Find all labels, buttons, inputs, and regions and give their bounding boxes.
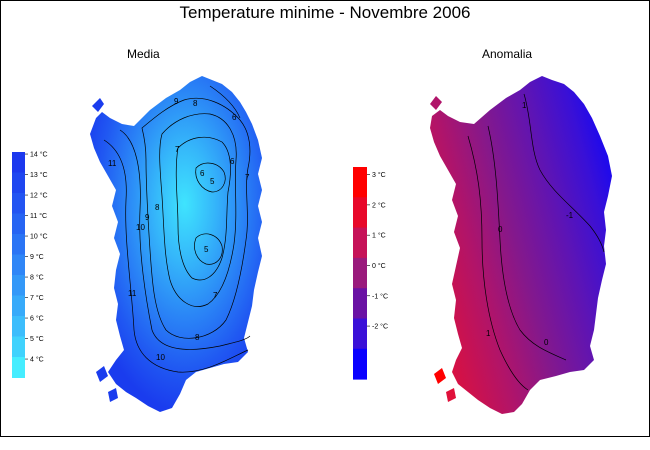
media-contour-label: 8 xyxy=(195,333,200,342)
media-contour-label: 9 xyxy=(145,213,150,222)
anomalia-map xyxy=(430,76,612,414)
legend-label: 5 °C xyxy=(30,335,44,343)
legend-swatch xyxy=(12,193,25,214)
legend-swatch xyxy=(12,357,25,378)
legend-swatch xyxy=(12,173,25,194)
media-contour-label: 10 xyxy=(136,223,145,232)
anomalia-contour-label: 1 xyxy=(486,329,491,338)
media-contour-label: 10 xyxy=(156,353,165,362)
legend-swatch xyxy=(12,275,25,296)
media-map xyxy=(90,76,262,412)
legend-swatch xyxy=(12,214,25,235)
legend-swatch xyxy=(12,152,25,173)
anomalia-west-islet xyxy=(446,388,456,402)
media-contour-label: 11 xyxy=(108,159,117,168)
media-contour-label: 7 xyxy=(213,291,218,300)
media-southwest-islet xyxy=(96,366,108,382)
map-canvas: 9 8 7 6 5 6 7 6 5 11 10 9 8 11 10 8 7 1 … xyxy=(0,0,650,450)
legend-label: 0 °C xyxy=(372,262,386,270)
media-contour-label: 9 xyxy=(174,97,179,106)
legend-label: 7 °C xyxy=(30,294,44,302)
media-island-shape xyxy=(90,76,262,412)
legend-swatch xyxy=(12,316,25,337)
legend-label: 13 °C xyxy=(30,171,48,179)
media-contour-label: 8 xyxy=(193,99,198,108)
anomalia-contour-label: 1 xyxy=(522,101,527,110)
media-north-islet xyxy=(92,98,104,112)
media-contour-label: 6 xyxy=(200,169,205,178)
legend-label: 14 °C xyxy=(30,151,48,159)
legend-swatch xyxy=(12,234,25,255)
legend-label: 2 °C xyxy=(372,201,386,209)
legend-label: 4 °C xyxy=(30,356,44,364)
anomalia-contour-label: 0 xyxy=(544,338,549,347)
media-contour-label: 11 xyxy=(128,289,137,298)
legend-swatch xyxy=(12,296,25,317)
legend-label: -1 °C xyxy=(372,292,388,300)
legend-anomalia: 3 °C 2 °C 1 °C 0 °C -1 °C -2 °C xyxy=(353,167,388,380)
legend-swatch xyxy=(353,228,367,259)
legend-swatch xyxy=(353,258,367,289)
legend-label: -2 °C xyxy=(372,323,388,331)
legend-media: 14 °C 13 °C 12 °C 11 °C 10 °C 9 °C 8 °C 7 °C 6 °… xyxy=(12,151,48,378)
legend-label: 9 °C xyxy=(30,253,44,261)
anomalia-island-shape xyxy=(430,76,612,414)
legend-label: 1 °C xyxy=(372,232,386,240)
media-contour-label: 5 xyxy=(204,245,209,254)
media-contour-label: 7 xyxy=(175,145,180,154)
legend-label: 10 °C xyxy=(30,233,48,241)
media-contour-label: 8 xyxy=(155,203,160,212)
legend-swatch xyxy=(353,319,367,350)
legend-swatch xyxy=(353,197,367,228)
legend-label: 11 °C xyxy=(30,212,47,220)
legend-label: 12 °C xyxy=(30,192,48,200)
anomalia-southwest-islet xyxy=(434,368,446,384)
media-contour-label: 6 xyxy=(232,113,237,122)
media-west-islet xyxy=(108,388,118,402)
media-contour-label: 6 xyxy=(230,157,235,166)
legend-swatch xyxy=(12,255,25,276)
legend-swatch xyxy=(12,337,25,358)
legend-swatch xyxy=(353,288,367,319)
anomalia-contour-label: -1 xyxy=(566,211,574,220)
legend-label: 3 °C xyxy=(372,171,386,179)
legend-swatch xyxy=(353,167,367,198)
media-contour-label: 5 xyxy=(210,177,215,186)
media-contour-label: 7 xyxy=(245,173,250,182)
legend-label: 8 °C xyxy=(30,274,44,282)
anomalia-contour-label: 0 xyxy=(498,225,503,234)
anomalia-north-islet xyxy=(430,96,442,110)
legend-swatch xyxy=(353,349,367,380)
legend-label: 6 °C xyxy=(30,315,44,323)
